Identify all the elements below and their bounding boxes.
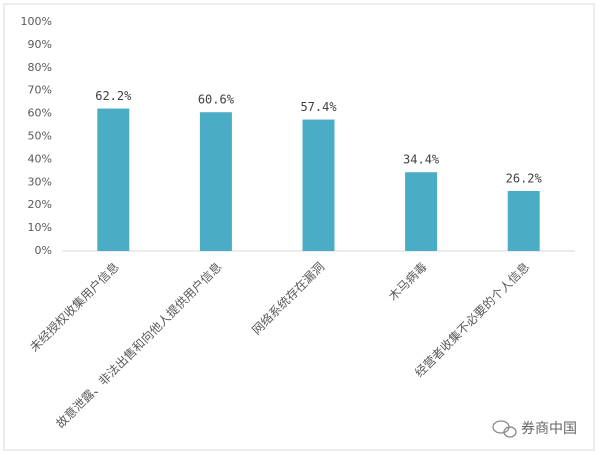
y-tick-label: 70%: [28, 84, 52, 97]
y-tick-label: 10%: [28, 221, 52, 234]
y-tick-label: 0%: [35, 244, 52, 257]
x-tick-label: 网络系统存在漏洞: [249, 259, 327, 337]
chart-frame: [3, 3, 595, 451]
bar: [97, 108, 130, 251]
y-tick-label: 90%: [28, 38, 52, 51]
bar: [199, 112, 232, 251]
value-label: 57.4%: [300, 100, 337, 114]
y-tick-label: 60%: [28, 107, 52, 120]
y-tick-label: 80%: [28, 61, 52, 74]
bar: [507, 191, 540, 251]
y-tick-label: 40%: [28, 152, 52, 165]
value-label: 60.6%: [198, 93, 235, 107]
x-tick-label: 未经授权收集用户信息: [26, 259, 121, 354]
y-tick-label: 50%: [28, 130, 52, 143]
x-tick-label: 木马病毒: [385, 259, 430, 304]
bar: [405, 172, 438, 251]
y-tick-label: 20%: [28, 198, 52, 211]
y-tick-label: 100%: [21, 15, 52, 28]
value-label: 26.2%: [506, 172, 543, 186]
value-label: 62.2%: [95, 89, 132, 103]
x-tick-label: 故意泄露、非法出售和向他人提供用户信息: [53, 259, 225, 431]
x-tick-label: 经营者收集不必要的个人信息: [411, 259, 532, 380]
y-tick-label: 30%: [28, 175, 52, 188]
value-label: 34.4%: [403, 153, 440, 167]
watermark-icon: [492, 420, 517, 438]
bar: [302, 119, 335, 251]
watermark: 券商中国: [521, 421, 577, 437]
